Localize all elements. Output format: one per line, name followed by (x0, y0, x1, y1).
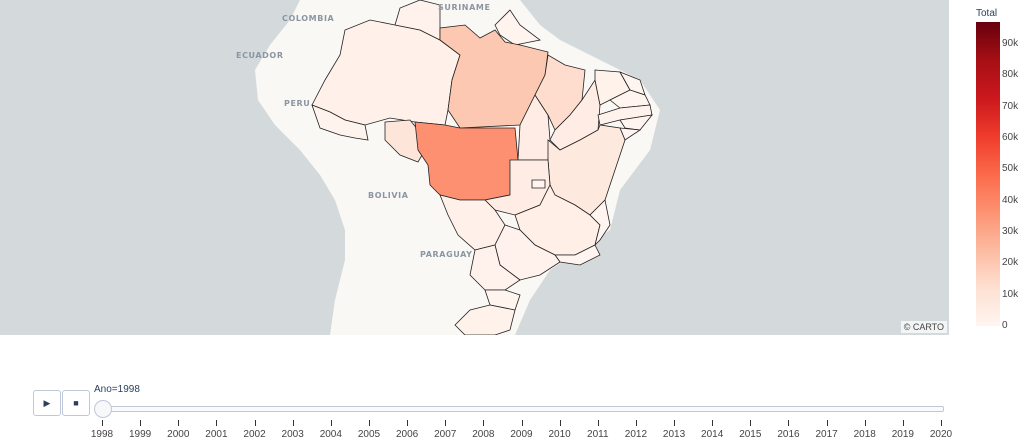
slider-tick (941, 420, 942, 426)
slider-tick (178, 420, 180, 426)
map-label-colombia: COLOMBIA (282, 14, 335, 23)
slider-tick-label[interactable]: 2018 (853, 429, 876, 440)
slider-tick (597, 420, 599, 426)
slider-tick (292, 420, 294, 426)
slider-tick (635, 420, 637, 426)
colorbar: Total 0 10k 20k 30k 40k 50k 60k 70k 80k 90k (972, 0, 1024, 340)
state-ro[interactable] (384, 119, 426, 163)
slider-tick (559, 420, 561, 426)
colorbar-tick-label: 20k (1002, 257, 1019, 269)
slider-handle[interactable] (94, 400, 112, 418)
slider-tick (521, 420, 523, 426)
slider-tick (368, 420, 370, 426)
stop-button[interactable]: ■ (62, 390, 90, 416)
slider-tick-label[interactable]: 2009 (510, 429, 533, 440)
brazil-states (311, 0, 653, 335)
state-ac[interactable] (311, 104, 369, 141)
slider-tick-label[interactable]: 2019 (891, 429, 914, 440)
state-ap[interactable] (494, 9, 541, 46)
slider-tick (712, 420, 714, 426)
slider-tick-label[interactable]: 2010 (548, 429, 571, 440)
slider-tick-label[interactable]: 2014 (701, 429, 724, 440)
slider-tick-label[interactable]: 1999 (129, 429, 152, 440)
slider-tick (826, 420, 828, 426)
animation-controls: ▶ ■ Ano=1998 1998 1999 2000 2001 2002 2003 200… (0, 340, 1024, 445)
slider-tick (788, 420, 790, 426)
state-rs[interactable] (454, 304, 516, 335)
slider-tick (407, 420, 409, 426)
slider-tick-label[interactable]: 2013 (662, 429, 686, 440)
slider-tick-label[interactable]: 2012 (624, 429, 648, 440)
slider-tick-label[interactable]: 2000 (167, 429, 190, 440)
map-label-bolivia: BOLIVIA (368, 191, 409, 200)
slider-tick-label[interactable]: 2008 (472, 429, 495, 440)
colorbar-tick-label: 90k (1002, 37, 1019, 49)
stop-icon: ■ (73, 398, 79, 408)
state-pr[interactable] (469, 244, 521, 291)
colorbar-gradient (976, 22, 1000, 326)
colorbar-tick-label: 30k (1002, 225, 1019, 237)
slider-tick (254, 420, 256, 426)
slider-tick-label[interactable]: 2006 (395, 429, 419, 440)
pacific-ocean (0, 0, 345, 335)
slider-tick (330, 420, 332, 426)
slider-tick-label[interactable]: 2007 (434, 429, 457, 440)
slider-tick (140, 420, 142, 426)
slider-current-label: Ano=1998 (94, 384, 140, 395)
slider-tick (674, 420, 676, 426)
state-es[interactable] (589, 199, 611, 247)
map-label-ecuador: ECUADOR (236, 51, 284, 60)
state-sc[interactable] (484, 289, 521, 311)
slider-tick-label[interactable]: 2017 (815, 429, 838, 440)
slider-tick-label[interactable]: 2016 (777, 429, 800, 440)
colorbar-tick-label: 70k (1002, 100, 1019, 112)
slider-tick-label[interactable]: 2003 (281, 429, 304, 440)
slider-track[interactable] (96, 406, 944, 412)
map[interactable]: COLOMBIA SURINAME ECUADOR PERU BOLIVIA PARAGU… (0, 0, 949, 335)
colorbar-tick-label: 80k (1002, 69, 1019, 81)
map-label-suriname: SURINAME (438, 3, 491, 12)
slider-tick (102, 420, 103, 426)
slider-tick (483, 420, 485, 426)
slider-tick-label[interactable]: 2011 (587, 429, 609, 440)
colorbar-tick-label: 40k (1002, 194, 1019, 206)
play-button[interactable]: ▶ (33, 390, 61, 416)
state-df[interactable] (531, 179, 546, 189)
state-rr[interactable] (394, 0, 441, 41)
slider-tick-label[interactable]: 2001 (205, 429, 228, 440)
slider-tick-label[interactable]: 1998 (90, 429, 114, 440)
colorbar-tick-label: 10k (1002, 288, 1019, 300)
map-labels: COLOMBIA SURINAME ECUADOR PERU BOLIVIA PARAGU… (236, 3, 491, 259)
slider-tick (445, 420, 447, 426)
slider-tick-label[interactable]: 2004 (319, 429, 342, 440)
play-icon: ▶ (43, 397, 51, 408)
slider-tick (864, 420, 866, 426)
colorbar-title: Total (976, 8, 998, 19)
slider-tick (750, 420, 752, 426)
state-pb[interactable] (609, 89, 651, 109)
map-svg[interactable]: COLOMBIA SURINAME ECUADOR PERU BOLIVIA PARAGU… (0, 0, 949, 335)
slider-tick-label[interactable]: 2020 (929, 429, 953, 440)
slider-tick-label[interactable]: 2015 (739, 429, 762, 440)
map-label-peru: PERU (284, 99, 310, 108)
slider-tick-label[interactable]: 2002 (243, 429, 266, 440)
slider-tick (216, 420, 218, 426)
colorbar-tick-label: 50k (1002, 163, 1019, 175)
map-label-paraguay: PARAGUAY (420, 250, 473, 259)
slider-tick-label[interactable]: 2005 (357, 429, 381, 440)
attribution: © CARTO (900, 321, 947, 333)
slider-tick (902, 420, 904, 426)
colorbar-tick-label: 0 (1002, 320, 1008, 331)
colorbar-tick-label: 60k (1002, 131, 1019, 143)
